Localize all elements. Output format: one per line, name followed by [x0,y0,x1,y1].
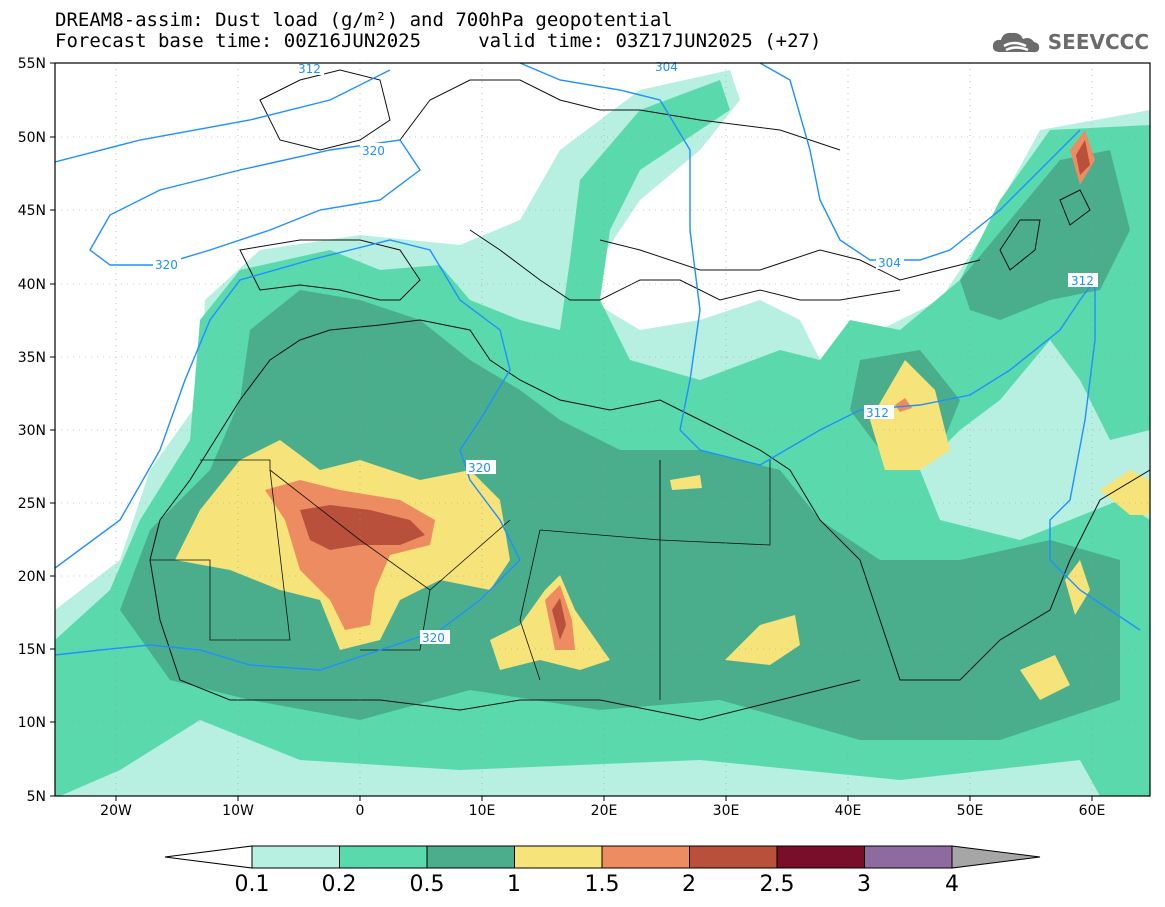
dust-level-1.5 [895,398,912,412]
longitude-labels: 20W 10W 0 10E 20E 30E 40E 50E 60E [100,803,1105,819]
colorbar-swatch [251,845,340,869]
title-line-1: DREAM8-assim: Dust load (g/m²) and 700hP… [55,9,673,31]
colorbar-swatch [689,845,778,869]
colorbar-swatch [426,845,515,869]
title-line-2: Forecast base time: 00Z16JUN2025 valid t… [55,30,822,52]
colorbar-tick-0.2: 0.2 [322,872,357,897]
colorbar-tick-0.5: 0.5 [410,872,445,897]
colorbar-swatch [864,845,953,869]
lat-label-20n: 20N [18,569,46,585]
colorbar-tick-0.1: 0.1 [235,872,270,897]
dust-level-2 [1076,140,1090,175]
dust-fields [55,63,1150,796]
colorbar-low-arrow [164,845,253,869]
lon-label-50e: 50E [957,803,984,819]
colorbar-ticks: 0.1 0.2 0.5 1 1.5 2 2.5 3 4 [235,872,960,897]
dust-level-2 [552,598,566,640]
colorbar-swatch [776,845,865,869]
colorbar-tick-1: 1 [507,872,521,897]
logo-text: SEEVCCC [1047,30,1149,54]
contour-label: 320 [422,631,445,645]
dust-level-2 [300,505,425,550]
colorbar-high-arrow [951,845,1041,869]
contour-label: 320 [155,258,178,272]
colorbar-tick-1.5: 1.5 [585,872,620,897]
dust-level-1 [1020,655,1070,700]
colorbar-swatch [514,845,603,869]
lat-label-10n: 10N [18,715,46,731]
lon-label-10e: 10E [469,803,496,819]
colorbar-tick-2.5: 2.5 [760,872,795,897]
contour-label: 320 [362,144,385,158]
colorbar-swatch [339,845,428,869]
lon-label-20e: 20E [591,803,618,819]
colorbar-tick-4: 4 [945,872,959,897]
lat-label-25n: 25N [18,496,46,512]
lat-label-40n: 40N [18,277,46,293]
seevccc-logo: SEEVCCC [990,24,1149,60]
lon-label-60e: 60E [1079,803,1106,819]
contour-label: 312 [298,62,321,76]
cloud-logo-icon [992,32,1039,53]
latitude-labels: 55N 50N 45N 40N 35N 30N 25N 20N 15N 10N … [18,56,46,805]
contour-label: 304 [655,60,678,74]
dust-level-1 [870,360,950,470]
graticule [55,63,1150,796]
dust-level-1 [670,475,702,490]
lat-label-35n: 35N [18,350,46,366]
dust-level-1 [1100,470,1150,515]
lon-label-30e: 30E [713,803,740,819]
contour-label: 312 [866,406,889,420]
lat-label-5n: 5N [27,789,46,805]
colorbar-frame [251,845,953,869]
dust-level-1 [725,615,800,665]
colorbar-tick-2: 2 [682,872,696,897]
coastlines [149,69,1150,721]
map-title: DREAM8-assim: Dust load (g/m²) and 700hP… [55,10,821,52]
geopotential-contours [55,63,1141,671]
lon-label-10w: 10W [222,803,254,819]
colorbar [164,845,1041,869]
lat-label-50n: 50N [18,130,46,146]
contour-label: 320 [468,461,491,475]
contour-label: 312 [1071,274,1094,288]
colorbar-swatches [251,845,953,869]
lat-label-30n: 30N [18,423,46,439]
colorbar-tick-3: 3 [857,872,871,897]
lon-label-20w: 20W [100,803,132,819]
lon-label-40e: 40E [835,803,862,819]
colorbar-swatch [601,845,690,869]
lat-label-55n: 55N [18,56,46,72]
lat-label-15n: 15N [18,642,46,658]
lon-label-0: 0 [356,803,365,819]
contour-label: 304 [878,256,901,270]
lat-label-45n: 45N [18,203,46,219]
